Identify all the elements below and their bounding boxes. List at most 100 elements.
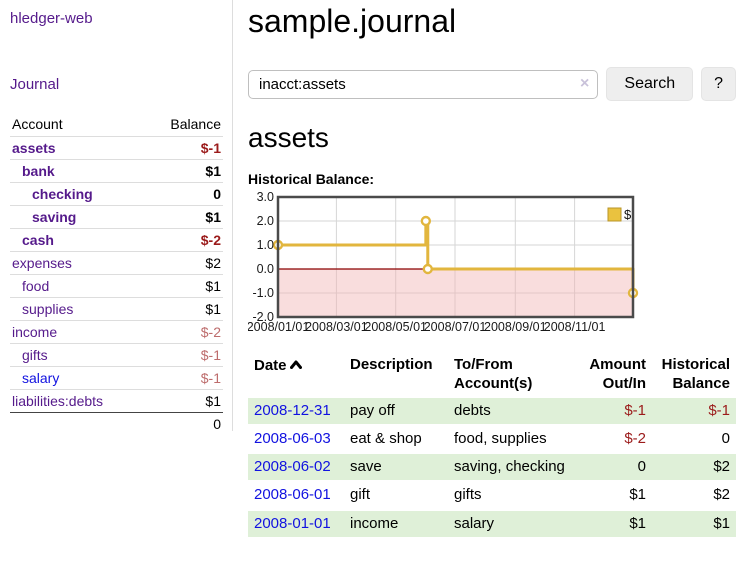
transaction-accounts: salary <box>448 510 576 537</box>
account-row: cash $-2 <box>10 228 223 252</box>
account-row: bank $1 <box>10 159 223 183</box>
svg-text:$: $ <box>624 207 632 222</box>
svg-text:0.0: 0.0 <box>257 262 274 276</box>
account-balance: $-2 <box>145 228 223 252</box>
register-col-amount: Amount Out/In <box>589 356 646 392</box>
account-row: expenses $2 <box>10 251 223 275</box>
transaction-description: income <box>344 510 448 537</box>
sidebar-account-food[interactable]: food <box>22 278 50 294</box>
account-balance: $1 <box>145 274 223 298</box>
transaction-description: save <box>344 454 448 481</box>
transaction-date-link[interactable]: 2008-06-01 <box>254 486 331 504</box>
transaction-date-link[interactable]: 2008-06-03 <box>254 429 331 447</box>
svg-text:2008/05/01: 2008/05/01 <box>364 320 427 334</box>
svg-text:-1.0: -1.0 <box>252 286 274 300</box>
account-row: liabilities:debts $1 <box>10 389 223 413</box>
transaction-balance: $-1 <box>652 397 736 424</box>
transaction-balance: $2 <box>652 454 736 481</box>
account-balance: $1 <box>145 297 223 321</box>
register-row: 2008-06-03 eat & shop food, supplies $-2 0 <box>248 426 736 452</box>
sidebar-account-cash[interactable]: cash <box>22 232 54 248</box>
register-col-tofrom: To/From Account(s) <box>454 356 533 392</box>
transaction-accounts: debts <box>448 397 576 424</box>
app-title-link[interactable]: hledger-web <box>10 10 93 27</box>
sidebar-account-checking[interactable]: checking <box>32 186 93 202</box>
register-table: Date Description To/From Account(s) Amou… <box>248 352 736 539</box>
account-row: salary $-1 <box>10 366 223 390</box>
search-input-wrap: × <box>248 69 599 99</box>
account-balance: $2 <box>145 251 223 275</box>
search-input[interactable] <box>248 69 599 99</box>
help-button[interactable]: ? <box>701 67 736 101</box>
transaction-amount: $1 <box>629 486 646 504</box>
sidebar-item-journal[interactable]: Journal <box>10 76 60 93</box>
svg-text:2008/03/01: 2008/03/01 <box>305 320 368 334</box>
sort-asc-icon <box>289 356 302 375</box>
account-row: assets $-1 <box>10 136 223 160</box>
sidebar-account-assets[interactable]: assets <box>12 140 56 156</box>
account-balance: $1 <box>145 389 223 413</box>
transaction-balance: $1 <box>652 510 736 537</box>
main-content: sample.journal × Search ? assets Histori… <box>247 0 736 539</box>
svg-text:2008/07/01: 2008/07/01 <box>424 320 487 334</box>
account-row: gifts $-1 <box>10 343 223 367</box>
register-row: 2008-01-01 income salary $1 $1 <box>248 510 736 537</box>
svg-text:3.0: 3.0 <box>257 190 274 204</box>
transaction-description: gift <box>350 486 371 504</box>
transaction-accounts: food, supplies <box>454 429 547 447</box>
sidebar-account-gifts[interactable]: gifts <box>22 347 48 363</box>
sidebar-account-bank[interactable]: bank <box>22 163 55 179</box>
account-balance: 0 <box>145 182 223 206</box>
transaction-amount: 0 <box>576 454 652 481</box>
account-row: income $-2 <box>10 320 223 344</box>
svg-text:2008/09/01: 2008/09/01 <box>484 320 547 334</box>
transaction-date-link[interactable]: 2008-06-02 <box>254 458 331 475</box>
account-balance: $1 <box>145 205 223 229</box>
accounts-total-value: 0 <box>145 412 223 435</box>
svg-text:2008/11/01: 2008/11/01 <box>544 320 606 334</box>
sidebar-account-expenses[interactable]: expenses <box>12 255 72 271</box>
search-button[interactable]: Search <box>606 67 694 101</box>
transaction-description: pay off <box>344 397 448 424</box>
transaction-date-link[interactable]: 2008-12-31 <box>254 401 331 419</box>
svg-text:-2.0: -2.0 <box>252 310 274 324</box>
transaction-amount: $1 <box>576 510 652 537</box>
svg-text:2.0: 2.0 <box>257 214 274 228</box>
svg-text:1.0: 1.0 <box>257 238 274 252</box>
sidebar-account-salary[interactable]: salary <box>22 370 60 386</box>
accounts-total-row: 0 <box>10 412 223 435</box>
transaction-amount: $-2 <box>624 429 646 447</box>
account-row: saving $1 <box>10 205 223 229</box>
register-col-description: Description <box>350 356 433 373</box>
accounts-col-account: Account <box>12 116 63 132</box>
svg-text:2008/01/01: 2008/01/01 <box>248 320 309 334</box>
search-form: × Search ? <box>248 67 736 101</box>
transaction-accounts: saving, checking <box>448 454 576 481</box>
historical-balance-chart: $3.0 2.0 1.0 0.0 -1.0 -2.0 2008/01/01 2008/03/0… <box>247 190 736 340</box>
account-balance: $-2 <box>145 320 223 344</box>
transaction-description: eat & shop <box>350 429 422 447</box>
sidebar-account-saving[interactable]: saving <box>32 209 77 225</box>
transaction-date-link[interactable]: 2008-01-01 <box>254 514 331 532</box>
sidebar-account-liabilities-debts[interactable]: liabilities:debts <box>12 393 104 409</box>
register-row: 2008-06-02 save saving, checking 0 $2 <box>248 454 736 481</box>
account-row: supplies $1 <box>10 297 223 321</box>
account-row: checking 0 <box>10 182 223 206</box>
chart-title: Historical Balance: <box>248 171 375 187</box>
transaction-balance: 0 <box>721 429 730 447</box>
account-balance: $-1 <box>145 136 223 160</box>
transaction-amount: $-1 <box>576 397 652 424</box>
sidebar: hledger-web Journal Account Balance asse… <box>0 0 233 435</box>
sidebar-account-supplies[interactable]: supplies <box>22 301 74 317</box>
account-heading: assets <box>248 122 329 153</box>
register-row: 2008-06-01 gift gifts $1 $2 <box>248 482 736 508</box>
page-title: sample.journal <box>248 3 457 39</box>
clear-search-icon[interactable]: × <box>580 74 590 92</box>
sidebar-account-income[interactable]: income <box>12 324 58 340</box>
register-col-balance: Historical Balance <box>661 356 730 392</box>
account-balance: $-1 <box>145 366 223 390</box>
transaction-accounts: gifts <box>454 486 482 504</box>
register-col-date[interactable]: Date <box>248 354 344 396</box>
register-row: 2008-12-31 pay off debts $-1 $-1 <box>248 397 736 424</box>
transaction-balance: $2 <box>713 486 730 504</box>
